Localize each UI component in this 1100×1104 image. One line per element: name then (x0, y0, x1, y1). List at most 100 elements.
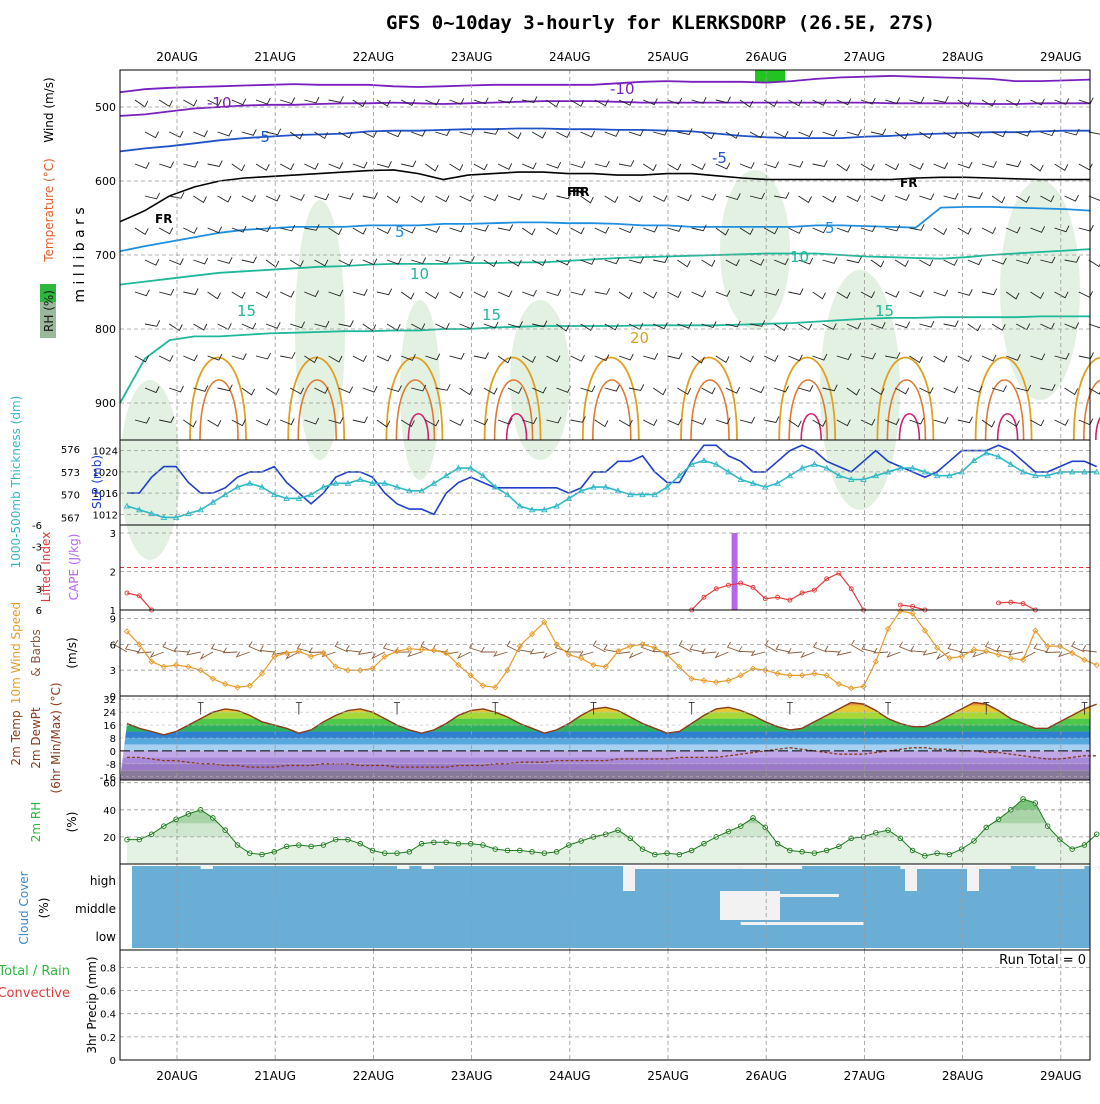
surface-wind-barb (678, 640, 692, 653)
date-label-bottom: 23AUG (451, 1069, 493, 1083)
wind-speed-point (884, 625, 892, 633)
temp-max-whisker (786, 702, 793, 715)
thickness-marker (271, 491, 278, 498)
wind-barb (435, 195, 450, 203)
thickness-marker (676, 472, 683, 479)
wind-speed-point (860, 683, 867, 690)
wind-barb (265, 128, 282, 136)
wind-barb (289, 259, 304, 268)
thickness-marker (946, 472, 953, 479)
wind-barb (401, 354, 416, 361)
wind-barb (957, 227, 972, 235)
wind-barb (207, 160, 223, 168)
surface-wind-barb (996, 645, 1011, 653)
contour-label: 15 (482, 306, 501, 324)
thickness-marker (774, 479, 781, 486)
wind-barb (169, 192, 185, 199)
wind-barb (159, 355, 174, 362)
surface-wind-barb (296, 643, 312, 653)
wind-barb (909, 96, 925, 104)
temp-band (120, 725, 1090, 732)
wind-barb (957, 289, 973, 296)
isotherm-25-loop (395, 379, 436, 441)
wind-barb (483, 387, 498, 395)
li-tick-label: 0 (36, 564, 42, 575)
wind-barb (642, 163, 657, 172)
surface-wind-barb (506, 640, 520, 653)
wind-barb (691, 418, 707, 425)
wind-barb (643, 225, 658, 233)
cloud-block (905, 866, 917, 891)
wind-barb (1040, 195, 1055, 203)
wind-barb (894, 131, 909, 140)
surface-wind-barb (382, 642, 398, 653)
thickness-marker (148, 510, 155, 517)
wind-barb (497, 417, 513, 425)
temp-line (126, 701, 1097, 736)
wind-barb (652, 387, 667, 396)
wind-barb (435, 384, 451, 391)
wind-speed-point (1032, 627, 1039, 634)
surface-wind-barb (592, 640, 606, 653)
wind-speed-point (320, 649, 327, 657)
wind-barb (919, 320, 935, 328)
wind-barb (521, 227, 536, 236)
wind-barb (158, 227, 174, 235)
wind-barb (483, 259, 498, 268)
wind-barb (183, 160, 199, 168)
wind-speed-point (430, 647, 438, 654)
date-label-top: 29AUG (1040, 50, 1082, 64)
wind-barb (1040, 129, 1056, 137)
date-label-top: 21AUG (254, 50, 296, 64)
thickness-marker (528, 506, 536, 513)
thickness-marker (909, 464, 916, 471)
contour-label: FR (572, 185, 589, 199)
surface-wind-barb (984, 641, 999, 653)
surface-wind-barb (738, 646, 754, 653)
wind-barb (231, 419, 246, 427)
wind-barb (909, 290, 924, 298)
isotherm-25-loop (297, 379, 337, 441)
wind-barb (642, 291, 658, 299)
surface-wind-barb (1033, 643, 1048, 653)
thickness-marker (209, 498, 217, 505)
wind-barb (241, 387, 256, 396)
wind-barb (701, 259, 716, 267)
wind-barb (497, 224, 514, 232)
date-label-top: 23AUG (451, 50, 493, 64)
wind-barb (328, 289, 344, 297)
li-line (900, 604, 926, 611)
surface-wind-barb (248, 641, 263, 653)
wind-speed-point (639, 641, 646, 648)
wind-barb (798, 257, 814, 265)
thickness-marker (786, 472, 794, 479)
wind-barb (991, 195, 1006, 204)
wind-barb (473, 352, 489, 360)
wind-speed-point (921, 627, 929, 634)
isotherm-line (119, 169, 1090, 223)
wind-barb (628, 195, 643, 203)
wind-barb (352, 161, 368, 169)
cape-tick-label: 3 (110, 529, 116, 540)
wind-barb (580, 258, 596, 265)
wind-barb (386, 257, 402, 265)
wind-barb (217, 257, 233, 264)
wind-barb (425, 226, 441, 233)
rh-shading (510, 300, 570, 460)
wind-speed-point (258, 670, 266, 677)
contour-label: 5 (825, 219, 835, 237)
thickness-marker (835, 472, 843, 479)
surface-wind-barb (873, 647, 889, 654)
date-label-bottom: 24AUG (549, 1069, 591, 1083)
wind-barb (435, 322, 450, 330)
wind-speed-point (1019, 656, 1027, 664)
wind-barb (885, 224, 901, 232)
wind-barb (207, 291, 221, 300)
wind-barb (376, 99, 391, 107)
wind-barb (933, 355, 948, 363)
wind-barb (1088, 259, 1100, 268)
wind-barb (193, 130, 208, 138)
thickness-marker (516, 502, 524, 509)
wind-barb (580, 130, 596, 138)
wind-barb (473, 418, 489, 426)
